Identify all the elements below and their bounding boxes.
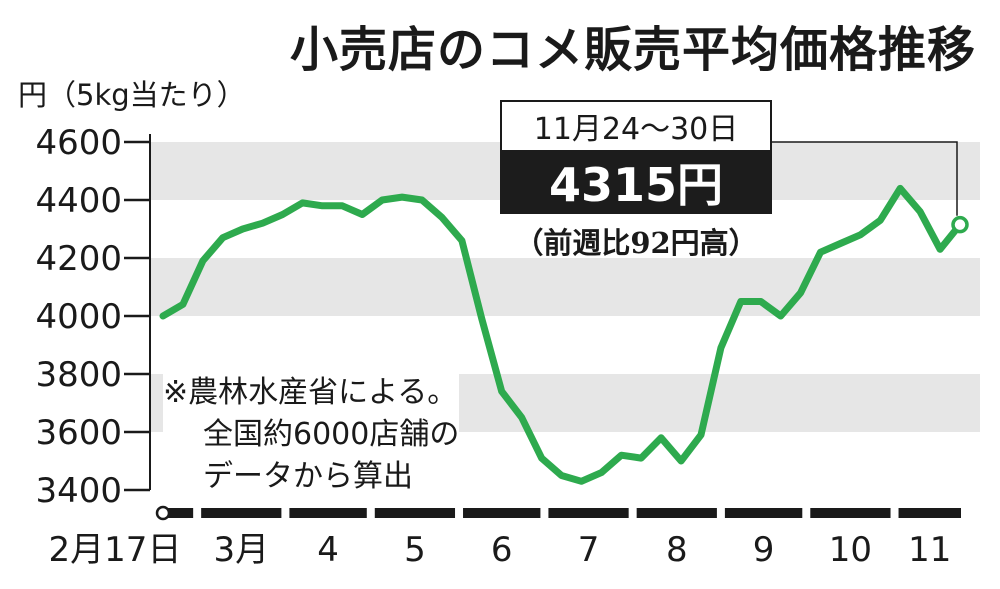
grid-band	[150, 258, 980, 316]
x-axis-segment	[724, 508, 803, 518]
y-tick-label: 3400	[35, 471, 122, 511]
chart-title: 小売店のコメ販売平均価格推移	[289, 22, 976, 78]
y-tick-label: 4200	[35, 239, 122, 279]
callout-value: 4315円	[500, 150, 772, 214]
x-axis-segment	[810, 508, 891, 518]
source-note-line-3: データから算出	[203, 459, 413, 494]
x-tick-label: 2月17日	[49, 530, 182, 570]
source-note-line-2: 全国約6000店舗の	[203, 417, 460, 452]
x-tick-label: 11	[908, 530, 951, 570]
x-axis-start-marker	[155, 505, 171, 521]
x-axis-segment	[636, 508, 717, 518]
callout-change: （前週比92円高）	[514, 226, 758, 260]
callout-leader-line	[772, 141, 958, 216]
x-axis-segment	[201, 508, 282, 518]
price-series-line	[159, 184, 964, 485]
y-axis-unit-label: 円（5kg当たり）	[18, 78, 246, 112]
callout-date: 11月24～30日	[500, 100, 772, 152]
y-tick-label: 3800	[35, 355, 122, 395]
x-axis-segment	[167, 508, 194, 518]
y-tick-label: 3600	[35, 413, 122, 453]
x-axis-segment	[898, 508, 961, 518]
x-axis-segment	[374, 508, 456, 518]
x-axis-segment	[289, 508, 367, 518]
y-tick-label: 4000	[35, 297, 122, 337]
y-tick-label: 4600	[35, 123, 122, 163]
x-tick-label: 9	[753, 530, 775, 570]
x-tick-label: 5	[404, 530, 426, 570]
x-axis-segment	[548, 508, 629, 518]
x-tick-label: 6	[491, 530, 513, 570]
y-tick-label: 4400	[35, 181, 122, 221]
x-tick-label: 7	[578, 530, 600, 570]
source-note: ※農林水産省による。 全国約6000店舗の データから算出	[163, 372, 460, 498]
x-tick-label: 8	[666, 530, 688, 570]
source-note-line-1: ※農林水産省による。	[163, 375, 458, 410]
x-tick-label: 3月	[213, 530, 269, 570]
x-axis-segment	[463, 508, 541, 518]
latest-data-point	[951, 215, 969, 234]
x-tick-label: 10	[829, 530, 872, 570]
x-tick-label: 4	[317, 530, 339, 570]
latest-value-callout: 11月24～30日 4315円 （前週比92円高）	[500, 100, 772, 262]
